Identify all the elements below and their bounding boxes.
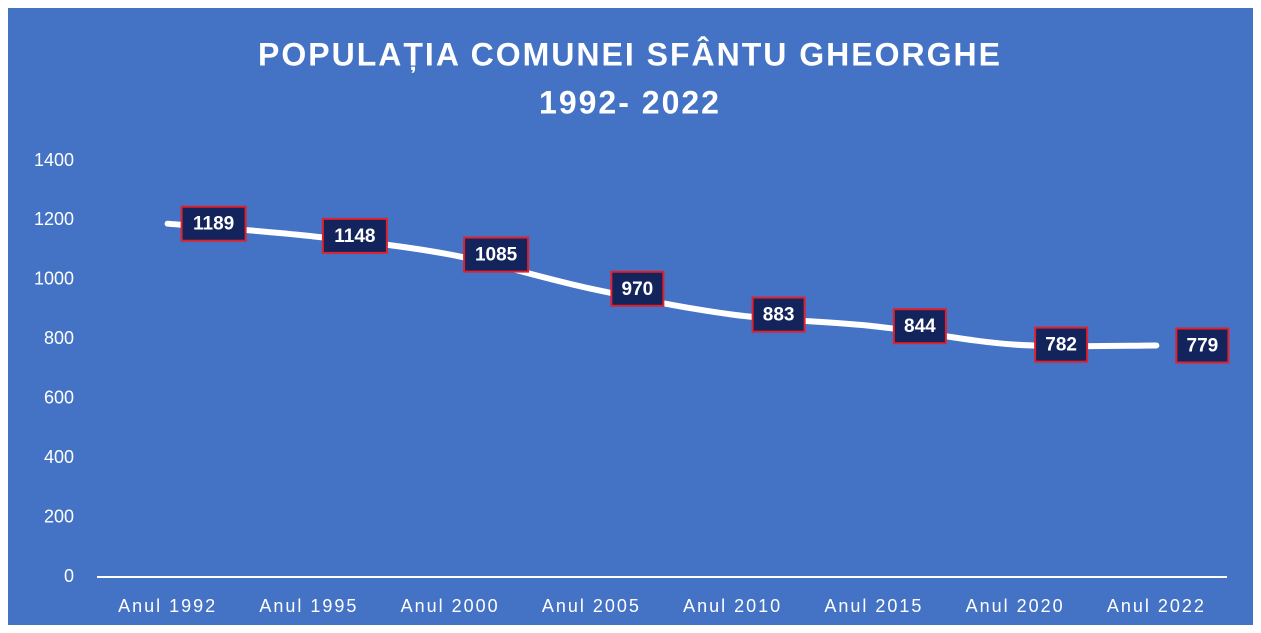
data-label-box bbox=[1034, 326, 1089, 363]
chart-subtitle: 1992- 2022 bbox=[539, 84, 721, 120]
data-label: 1085 bbox=[475, 245, 518, 266]
data-label-box bbox=[892, 308, 947, 345]
chart-background bbox=[8, 8, 1253, 625]
chart-title: POPULAȚIA COMUNEI SFÂNTU GHEORGHE bbox=[258, 36, 1002, 72]
data-label-box bbox=[610, 270, 665, 307]
x-tick-label: Anul 2010 bbox=[683, 596, 782, 616]
x-tick-label: Anul 2020 bbox=[966, 596, 1065, 616]
x-tick-label: Anul 2022 bbox=[1107, 596, 1206, 616]
data-label: 970 bbox=[622, 279, 654, 300]
data-label-box bbox=[463, 236, 530, 273]
x-tick-label: Anul 1992 bbox=[118, 596, 217, 616]
data-label: 1189 bbox=[193, 214, 234, 235]
y-tick-label: 600 bbox=[44, 387, 74, 407]
data-label: 844 bbox=[904, 316, 936, 337]
data-label: 779 bbox=[1187, 336, 1219, 357]
x-tick-label: Anul 2015 bbox=[824, 596, 923, 616]
y-tick-label: 200 bbox=[44, 506, 74, 526]
data-label-box bbox=[180, 205, 247, 242]
x-tick-label: Anul 2000 bbox=[401, 596, 500, 616]
data-label: 883 bbox=[763, 305, 795, 326]
y-tick-label: 400 bbox=[44, 447, 74, 467]
x-tick-label: Anul 2005 bbox=[542, 596, 641, 616]
y-tick-label: 0 bbox=[64, 566, 74, 586]
data-label: 782 bbox=[1045, 335, 1077, 356]
y-tick-label: 1000 bbox=[34, 269, 74, 289]
y-tick-label: 800 bbox=[44, 328, 74, 348]
data-label: 1148 bbox=[334, 226, 375, 247]
data-label-box bbox=[1175, 327, 1230, 364]
data-label-box bbox=[751, 296, 806, 333]
data-label-box bbox=[321, 217, 388, 254]
y-tick-label: 1400 bbox=[34, 150, 74, 170]
y-tick-label: 1200 bbox=[34, 209, 74, 229]
x-tick-label: Anul 1995 bbox=[259, 596, 358, 616]
